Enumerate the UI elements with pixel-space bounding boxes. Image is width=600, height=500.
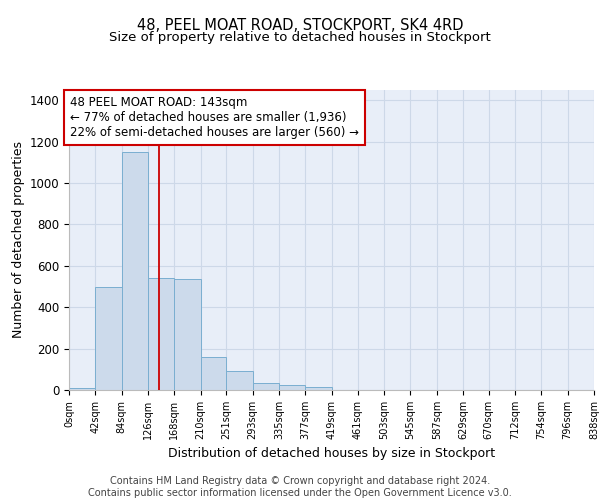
Bar bbox=[148, 278, 174, 390]
Text: 48 PEEL MOAT ROAD: 143sqm
← 77% of detached houses are smaller (1,936)
22% of se: 48 PEEL MOAT ROAD: 143sqm ← 77% of detac… bbox=[70, 96, 359, 139]
Text: Contains HM Land Registry data © Crown copyright and database right 2024.
Contai: Contains HM Land Registry data © Crown c… bbox=[88, 476, 512, 498]
Bar bbox=[200, 357, 226, 390]
Text: Size of property relative to detached houses in Stockport: Size of property relative to detached ho… bbox=[109, 31, 491, 44]
Bar bbox=[305, 387, 332, 390]
Bar bbox=[253, 383, 279, 390]
Bar bbox=[174, 280, 200, 390]
Text: 48, PEEL MOAT ROAD, STOCKPORT, SK4 4RD: 48, PEEL MOAT ROAD, STOCKPORT, SK4 4RD bbox=[137, 18, 463, 32]
X-axis label: Distribution of detached houses by size in Stockport: Distribution of detached houses by size … bbox=[168, 448, 495, 460]
Bar bbox=[69, 388, 95, 390]
Bar bbox=[226, 372, 253, 390]
Bar bbox=[279, 385, 305, 390]
Bar bbox=[122, 152, 148, 390]
Y-axis label: Number of detached properties: Number of detached properties bbox=[13, 142, 25, 338]
Bar bbox=[95, 286, 122, 390]
